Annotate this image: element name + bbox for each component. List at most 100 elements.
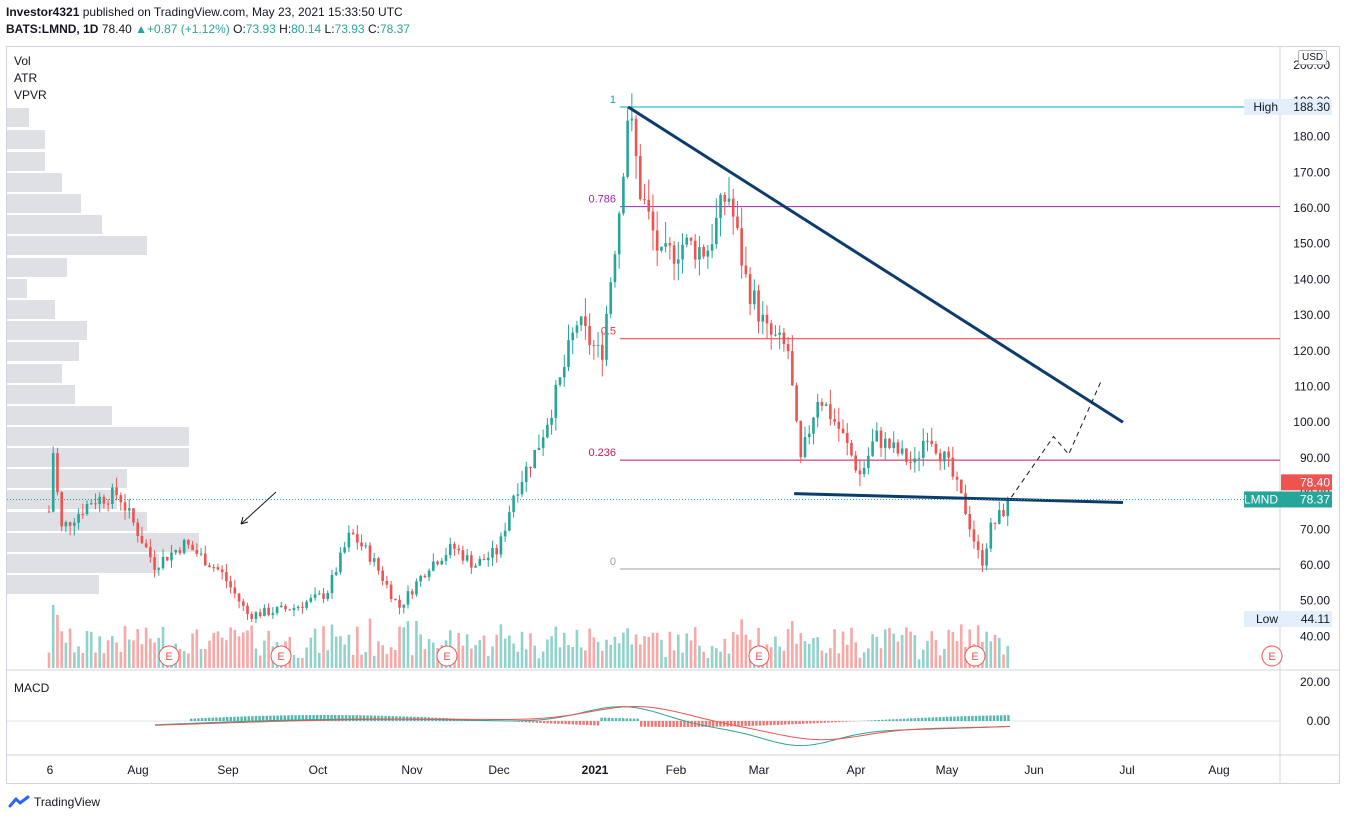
macd-hist-bar: [827, 721, 830, 723]
macd-hist-bar: [312, 715, 315, 721]
volume-bar: [529, 633, 532, 668]
volume-bar: [955, 640, 959, 668]
candle-body: [144, 543, 148, 548]
y-tick-label: 120.00: [1293, 344, 1330, 358]
volume-bar: [343, 644, 346, 668]
candle-body: [799, 420, 803, 458]
volume-bar: [381, 645, 384, 668]
macd-hist-bar: [589, 721, 592, 726]
macd-hist-bar: [611, 717, 614, 721]
volume-bar: [64, 642, 68, 668]
candles: [47, 93, 1010, 624]
candle-body: [972, 529, 976, 542]
macd-hist-bar: [596, 721, 600, 726]
macd-hist-bar: [809, 721, 812, 724]
volume-bar: [558, 647, 562, 668]
macd-hist-bar: [582, 721, 585, 725]
macd-hist-bar: [913, 718, 916, 721]
close-price-label-box: [1281, 474, 1332, 491]
volume-bar: [778, 646, 781, 668]
candle-body: [672, 245, 676, 264]
candle-body: [339, 552, 342, 573]
volume-bar: [824, 652, 828, 668]
candle-body: [165, 556, 169, 561]
open-label: O:: [233, 22, 246, 36]
volume-bar: [596, 641, 600, 668]
chart-frame: [6, 46, 1340, 784]
currency-button[interactable]: USD: [1298, 50, 1328, 65]
volume-bar: [520, 631, 524, 668]
volume-bar: [73, 652, 76, 668]
macd-hist-bar: [1007, 715, 1010, 721]
volume-bar: [943, 648, 946, 668]
volume-bar: [829, 648, 832, 668]
macd-hist-bar: [524, 721, 528, 723]
volume-bar: [774, 636, 777, 668]
volume-bar: [727, 653, 731, 668]
candle-body: [157, 568, 161, 570]
candle-body: [993, 522, 997, 524]
candle-body: [715, 217, 718, 245]
volume-bar: [913, 635, 917, 668]
volume-bar: [132, 640, 135, 668]
macd-hist-bar: [812, 721, 816, 724]
candle-body: [693, 240, 697, 260]
macd-hist-bar: [924, 717, 927, 721]
volume-bar: [229, 627, 232, 668]
candle-body: [520, 482, 524, 495]
volume-bar: [89, 631, 93, 668]
candle-body: [643, 199, 646, 201]
volume-bar: [731, 631, 735, 668]
earnings-marker-label: E: [277, 651, 284, 663]
vpvr-bar: [7, 194, 81, 213]
macd-hist-bar: [672, 721, 675, 727]
macd-hist-bar: [301, 715, 304, 721]
volume-bar: [377, 641, 380, 668]
macd-hist-bar: [787, 721, 790, 725]
macd-hist-bar: [917, 717, 920, 721]
vpvr-bar: [7, 215, 102, 234]
high-price-label-value: 188.30: [1293, 100, 1330, 114]
indicator-atr[interactable]: ATR: [14, 71, 38, 85]
volume-bar: [339, 636, 342, 668]
macd-hist-bar: [967, 716, 970, 721]
macd-hist-bar: [226, 717, 229, 721]
volume-bar: [60, 631, 63, 668]
macd-hist-bar: [380, 715, 384, 721]
candle-body: [296, 606, 300, 609]
indicator-vpvr[interactable]: VPVR: [14, 88, 47, 102]
candle-body: [474, 565, 477, 568]
signal-line: [154, 705, 1011, 741]
macd-hist-bar: [719, 721, 722, 727]
macd-hist-bar: [384, 715, 387, 721]
candle-body: [833, 419, 836, 422]
macd-hist-bar: [215, 717, 218, 721]
volume-bar: [803, 641, 807, 668]
macd-hist-bar: [823, 721, 826, 723]
volume-bar: [672, 650, 676, 668]
volume-bar: [930, 631, 934, 668]
fib-level-label: 0.786: [588, 194, 616, 206]
macd-hist-bar: [816, 721, 819, 724]
candle-body: [182, 539, 186, 554]
vpvr-bar: [7, 512, 147, 531]
candle-body: [508, 512, 511, 531]
indicator-vol[interactable]: Vol: [14, 54, 31, 68]
candle-body: [706, 250, 710, 257]
y-tick-label: 140.00: [1293, 272, 1330, 286]
macd-hist-bar: [730, 721, 733, 727]
volume-bar: [106, 640, 110, 668]
candle-body: [774, 334, 777, 336]
macd-hist-bar: [830, 721, 834, 723]
vpvr-bar: [7, 130, 45, 149]
volume-bar: [541, 651, 545, 668]
macd-hist-bar: [326, 715, 330, 721]
volume-bar: [351, 654, 355, 668]
volume-bar: [296, 657, 300, 668]
candle-body: [888, 438, 891, 449]
volume-bar: [318, 652, 321, 668]
macd-hist-bar: [992, 715, 996, 721]
volume-bar: [153, 642, 156, 668]
volume-bar: [689, 640, 693, 668]
